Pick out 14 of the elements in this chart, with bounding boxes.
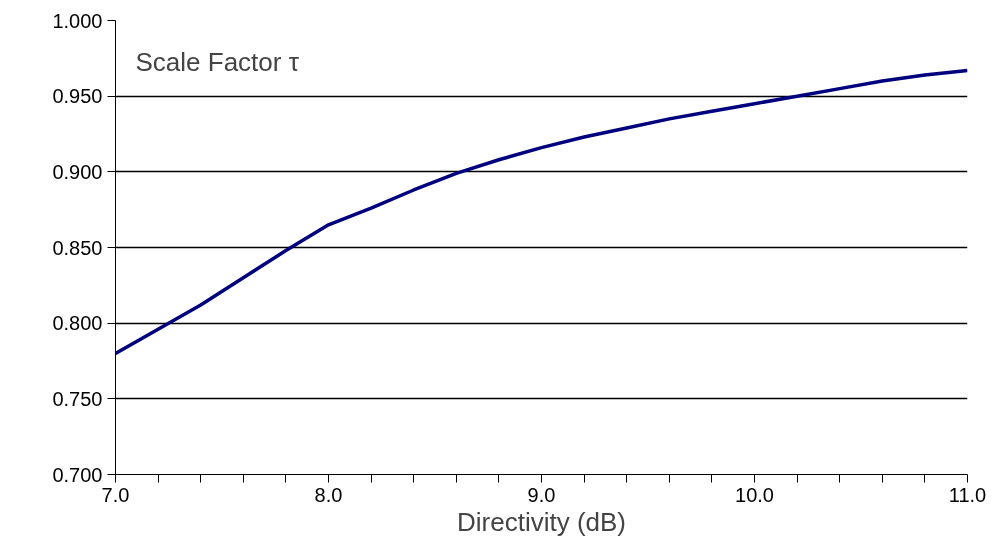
y-tick-label: 0.800 xyxy=(52,312,103,335)
y-tick-label: 0.950 xyxy=(52,85,103,108)
y-tick-label: 0.900 xyxy=(52,160,103,183)
x-axis-title: Directivity (dB) xyxy=(456,506,627,537)
y-tick-label: 1.000 xyxy=(52,9,103,32)
text: Scale Factor τ xyxy=(135,46,300,77)
x-tick-label: 10.0 xyxy=(735,483,774,506)
y-tick-label: 0.700 xyxy=(52,463,103,486)
x-tick-label: 7.0 xyxy=(101,483,130,506)
y-tick-label: 0.850 xyxy=(52,236,103,259)
x-tick-label: 11.0 xyxy=(948,483,987,506)
x-tick-label: 8.0 xyxy=(314,483,343,506)
x-tick-label: 9.0 xyxy=(527,483,556,506)
y-tick-label: 0.750 xyxy=(52,387,103,410)
